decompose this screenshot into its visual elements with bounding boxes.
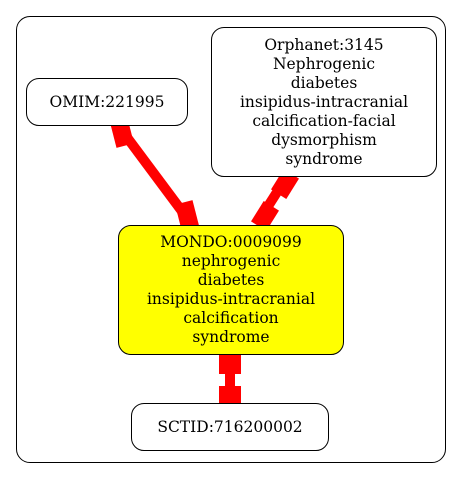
- node-orphanet[interactable]: Orphanet:3145 Nephrogenic diabetes insip…: [211, 27, 437, 177]
- node-label-line: Nephrogenic: [272, 54, 376, 73]
- node-label-line: calcification-facial: [252, 111, 396, 130]
- edge-head-marker: [251, 201, 279, 231]
- node-sctid[interactable]: SCTID:716200002: [131, 403, 329, 451]
- node-label: SCTID:716200002: [157, 417, 303, 436]
- node-label-line: diabetes: [197, 271, 265, 289]
- node-omim[interactable]: OMIM:221995: [26, 78, 188, 126]
- node-mondo-center[interactable]: MONDO:0009099 nephrogenic diabetes insip…: [118, 225, 344, 355]
- edge-tail-marker: [271, 169, 299, 199]
- edge-orphanet-to-mondo: [251, 169, 299, 231]
- node-label-line: syndrome: [192, 328, 270, 346]
- node-label-line: insipidus-intracranial: [239, 92, 409, 111]
- node-label-line: calcification: [183, 309, 279, 327]
- node-label-line: dysmorphism: [271, 130, 377, 149]
- edge-omim-to-mondo: [110, 118, 199, 230]
- node-label-line: diabetes: [290, 73, 358, 92]
- node-label-id: MONDO:0009099: [160, 233, 302, 251]
- node-label: OMIM:221995: [49, 92, 165, 111]
- node-label-line: nephrogenic: [181, 252, 281, 270]
- edge-head-marker: [175, 200, 199, 230]
- node-label-id: Orphanet:3145: [264, 35, 384, 54]
- node-label-line: syndrome: [285, 149, 363, 168]
- cluster-boundary: [16, 16, 446, 463]
- node-label-line: insipidus-intracranial: [146, 290, 316, 308]
